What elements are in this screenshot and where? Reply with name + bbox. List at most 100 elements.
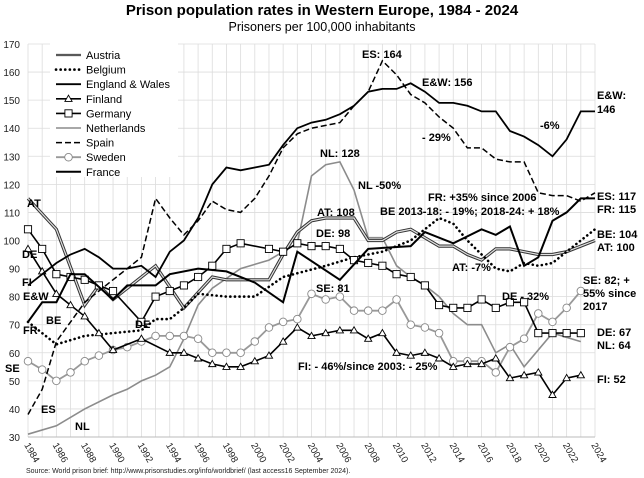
chart-title: Prison population rates in Western Europ… bbox=[125, 2, 519, 19]
data-point-germany bbox=[108, 286, 118, 296]
data-point-finland bbox=[307, 331, 316, 339]
data-point-germany bbox=[293, 239, 302, 248]
data-point-germany bbox=[406, 272, 415, 282]
x-tick-label: 2010 bbox=[390, 441, 410, 465]
data-point-germany bbox=[208, 261, 217, 270]
data-point-germany bbox=[236, 239, 245, 248]
annotation-label: BE: 104 bbox=[597, 229, 638, 241]
legend-item-finland: Finland bbox=[56, 94, 122, 106]
legend-item-netherlands: Netherlands bbox=[56, 123, 146, 135]
y-tick-label: 60 bbox=[9, 349, 21, 360]
data-point-sweden bbox=[208, 348, 217, 358]
series-france bbox=[27, 197, 595, 323]
data-point-finland bbox=[434, 353, 444, 362]
data-point-sweden bbox=[66, 368, 75, 377]
data-point-sweden bbox=[236, 348, 245, 358]
x-tick-label: 1990 bbox=[106, 441, 126, 465]
series-line-germany bbox=[27, 228, 581, 334]
annotation-label: NL: 64 bbox=[597, 340, 632, 352]
x-tick-label: 2022 bbox=[560, 441, 580, 465]
data-point-finland bbox=[108, 345, 118, 354]
annotation-label: AT: -7% bbox=[452, 262, 491, 274]
legend-label: Austria bbox=[86, 50, 121, 62]
data-point-sweden bbox=[23, 356, 33, 366]
data-point-germany bbox=[378, 261, 387, 270]
series-netherlands bbox=[27, 160, 582, 435]
legend-label: Spain bbox=[86, 138, 114, 150]
data-point-sweden bbox=[307, 289, 316, 299]
data-point-finland bbox=[264, 351, 274, 359]
series-line-inner-austria bbox=[27, 197, 596, 309]
legend-marker bbox=[64, 94, 73, 102]
data-point-germany bbox=[562, 329, 571, 338]
x-tick-label: 2016 bbox=[475, 441, 495, 465]
data-point-sweden bbox=[434, 328, 444, 338]
data-point-sweden bbox=[278, 317, 288, 327]
data-point-finland bbox=[548, 390, 557, 398]
annotation-label: AT bbox=[27, 198, 41, 210]
annotation-label: 146 bbox=[597, 104, 615, 116]
y-tick-label: 110 bbox=[4, 208, 20, 219]
data-point-finland bbox=[207, 359, 217, 368]
x-tick-label: 2006 bbox=[333, 441, 353, 465]
data-point-germany bbox=[38, 244, 47, 253]
data-point-germany bbox=[463, 303, 472, 312]
legend-item-germany: Germany bbox=[56, 108, 132, 120]
legend-label: Netherlands bbox=[86, 123, 146, 135]
annotation-label: DE - 32% bbox=[502, 291, 549, 303]
data-point-finland bbox=[377, 328, 387, 337]
data-point-germany bbox=[23, 225, 33, 234]
data-point-finland bbox=[193, 353, 203, 362]
data-point-germany bbox=[279, 247, 288, 256]
annotation-label: FI: 52 bbox=[597, 374, 626, 386]
data-point-sweden bbox=[37, 365, 47, 374]
x-tick-label: 2014 bbox=[447, 441, 467, 465]
series-line-belgium bbox=[26, 216, 597, 346]
legend-label: France bbox=[86, 167, 120, 179]
data-point-sweden bbox=[321, 295, 330, 304]
y-tick-label: 160 bbox=[3, 68, 20, 79]
annotation-label: 2017 bbox=[583, 301, 607, 313]
data-point-sweden bbox=[179, 331, 189, 341]
data-point-sweden bbox=[392, 295, 401, 304]
data-point-germany bbox=[576, 329, 585, 338]
legend-item-austria: Austria bbox=[56, 50, 121, 62]
annotation-label: FI: - 46%/since 2003: - 25% bbox=[298, 361, 438, 373]
annotation-label: BE bbox=[46, 315, 61, 327]
x-tick-label: 1996 bbox=[192, 441, 212, 465]
y-tick-label: 40 bbox=[9, 405, 21, 416]
data-point-germany bbox=[52, 270, 61, 279]
legend-item-france: France bbox=[56, 167, 120, 179]
data-point-germany bbox=[321, 242, 330, 251]
data-point-finland bbox=[349, 325, 359, 334]
annotation-label: NL -50% bbox=[358, 180, 401, 192]
x-tick-label: 1998 bbox=[220, 441, 240, 465]
annotation-label: BE 2013-18: - 19%; 2018-24: + 18% bbox=[380, 206, 560, 218]
data-point-finland bbox=[392, 348, 401, 356]
data-point-sweden bbox=[420, 323, 430, 332]
data-point-sweden bbox=[378, 306, 387, 315]
data-point-sweden bbox=[491, 368, 501, 377]
data-point-sweden bbox=[349, 306, 359, 315]
annotation-label: FR: 115 bbox=[597, 204, 636, 216]
x-tick-label: 2008 bbox=[362, 441, 382, 465]
data-point-germany bbox=[179, 281, 188, 290]
annotation-label: 55% since bbox=[583, 288, 636, 300]
data-point-germany bbox=[505, 298, 515, 307]
annotation-label: NL bbox=[75, 421, 90, 433]
annotation-label: -6% bbox=[540, 120, 560, 132]
x-tick-label: 2024 bbox=[588, 441, 608, 465]
data-point-finland bbox=[80, 311, 90, 320]
y-tick-label: 130 bbox=[3, 152, 20, 163]
legend-item-sweden: Sweden bbox=[56, 152, 126, 164]
data-point-germany bbox=[548, 329, 557, 338]
data-point-finland bbox=[179, 348, 189, 356]
legend-item-england-wales: England & Wales bbox=[56, 79, 170, 91]
data-point-finland bbox=[519, 370, 529, 379]
data-point-finland bbox=[562, 373, 572, 382]
legend-item-spain: Spain bbox=[56, 138, 114, 150]
series-line-netherlands bbox=[27, 160, 582, 435]
x-tick-label: 2002 bbox=[277, 441, 297, 465]
legend-item-belgium: Belgium bbox=[54, 65, 126, 77]
